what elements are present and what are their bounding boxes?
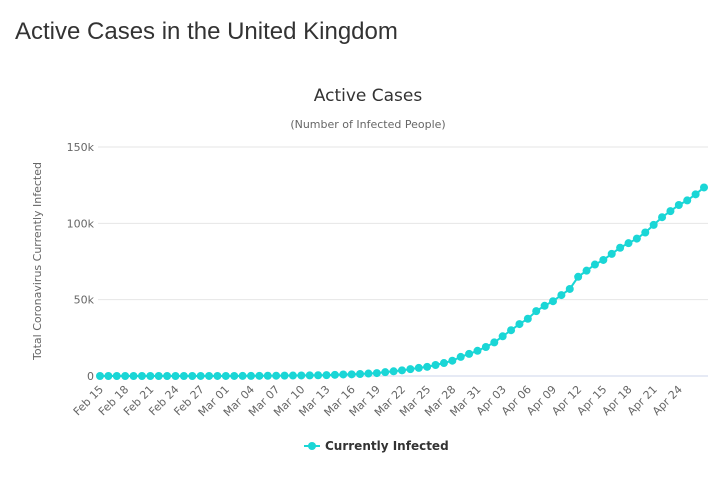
data-point[interactable] xyxy=(280,371,289,380)
y-tick-label: 0 xyxy=(87,370,94,383)
data-point[interactable] xyxy=(515,320,524,329)
data-point[interactable] xyxy=(448,356,457,365)
data-point[interactable] xyxy=(431,361,440,370)
data-point[interactable] xyxy=(599,255,608,264)
series-line xyxy=(100,186,705,377)
data-point[interactable] xyxy=(658,213,667,222)
data-point[interactable] xyxy=(549,297,557,306)
data-point[interactable] xyxy=(263,371,272,380)
y-tick-label: 150k xyxy=(67,141,95,154)
data-point[interactable] xyxy=(221,371,230,380)
data-point[interactable] xyxy=(683,196,692,205)
legend-item-currently-infected[interactable]: Currently Infected xyxy=(325,439,449,453)
data-point[interactable] xyxy=(146,371,155,380)
data-point[interactable] xyxy=(507,326,516,335)
data-point[interactable] xyxy=(121,371,130,380)
data-point[interactable] xyxy=(700,183,708,192)
data-point[interactable] xyxy=(473,346,482,355)
data-point[interactable] xyxy=(481,342,490,351)
data-point[interactable] xyxy=(590,260,599,269)
data-point[interactable] xyxy=(691,190,700,199)
data-point[interactable] xyxy=(104,371,113,380)
data-point[interactable] xyxy=(154,371,163,380)
data-point[interactable] xyxy=(465,349,474,358)
data-point[interactable] xyxy=(423,362,432,371)
series-currently-infected[interactable] xyxy=(96,183,708,380)
chart-subtitle: (Number of Infected People) xyxy=(290,118,445,131)
data-point[interactable] xyxy=(582,266,591,275)
data-point[interactable] xyxy=(339,370,348,379)
data-point[interactable] xyxy=(205,371,214,380)
data-point[interactable] xyxy=(616,243,625,252)
data-point[interactable] xyxy=(196,371,205,380)
data-point[interactable] xyxy=(356,370,365,379)
data-point[interactable] xyxy=(532,307,541,316)
data-point[interactable] xyxy=(498,332,507,341)
data-point[interactable] xyxy=(540,301,549,310)
legend-marker-symbol xyxy=(308,442,316,450)
data-point[interactable] xyxy=(137,371,146,380)
data-point[interactable] xyxy=(641,228,650,237)
data-point[interactable] xyxy=(171,371,180,380)
y-tick-label: 100k xyxy=(67,217,95,230)
data-point[interactable] xyxy=(288,371,297,380)
data-point[interactable] xyxy=(96,371,104,380)
data-point[interactable] xyxy=(230,371,239,380)
data-point[interactable] xyxy=(666,207,675,216)
data-point[interactable] xyxy=(330,370,339,379)
data-point[interactable] xyxy=(364,369,373,378)
data-point[interactable] xyxy=(674,201,683,210)
data-point[interactable] xyxy=(574,272,583,281)
data-point[interactable] xyxy=(414,363,423,372)
data-point[interactable] xyxy=(272,371,281,380)
page-title: Active Cases in the United Kingdom xyxy=(15,18,398,45)
y-axis-ticks: 0 50k 100k 150k xyxy=(67,141,95,383)
data-point[interactable] xyxy=(372,369,381,378)
data-point[interactable] xyxy=(649,220,658,229)
chart-title: Active Cases xyxy=(314,86,423,106)
data-point[interactable] xyxy=(213,371,222,380)
data-point[interactable] xyxy=(607,249,616,258)
data-point[interactable] xyxy=(565,284,574,293)
y-tick-label: 50k xyxy=(74,294,95,307)
data-point[interactable] xyxy=(490,338,499,347)
data-point[interactable] xyxy=(297,371,306,380)
data-point[interactable] xyxy=(632,234,641,243)
data-point[interactable] xyxy=(314,371,323,380)
data-point[interactable] xyxy=(456,352,465,361)
data-point[interactable] xyxy=(163,371,172,380)
data-point[interactable] xyxy=(406,365,415,374)
data-point[interactable] xyxy=(439,359,448,368)
data-point[interactable] xyxy=(347,370,356,379)
data-point[interactable] xyxy=(624,239,633,248)
data-point[interactable] xyxy=(305,371,314,380)
data-point[interactable] xyxy=(129,371,138,380)
data-point[interactable] xyxy=(557,291,566,300)
y-axis-title: Total Coronavirus Currently Infected xyxy=(31,162,44,361)
data-point[interactable] xyxy=(188,371,197,380)
grid-lines xyxy=(98,146,708,377)
data-point[interactable] xyxy=(247,371,255,380)
data-point[interactable] xyxy=(179,371,188,380)
data-point[interactable] xyxy=(389,367,398,376)
data-point[interactable] xyxy=(322,371,331,380)
data-point[interactable] xyxy=(238,371,247,380)
data-point[interactable] xyxy=(381,368,390,377)
data-point[interactable] xyxy=(112,371,121,380)
data-point[interactable] xyxy=(255,371,264,380)
data-point[interactable] xyxy=(398,366,406,375)
data-point[interactable] xyxy=(523,314,532,323)
legend[interactable]: Currently Infected xyxy=(304,439,449,453)
